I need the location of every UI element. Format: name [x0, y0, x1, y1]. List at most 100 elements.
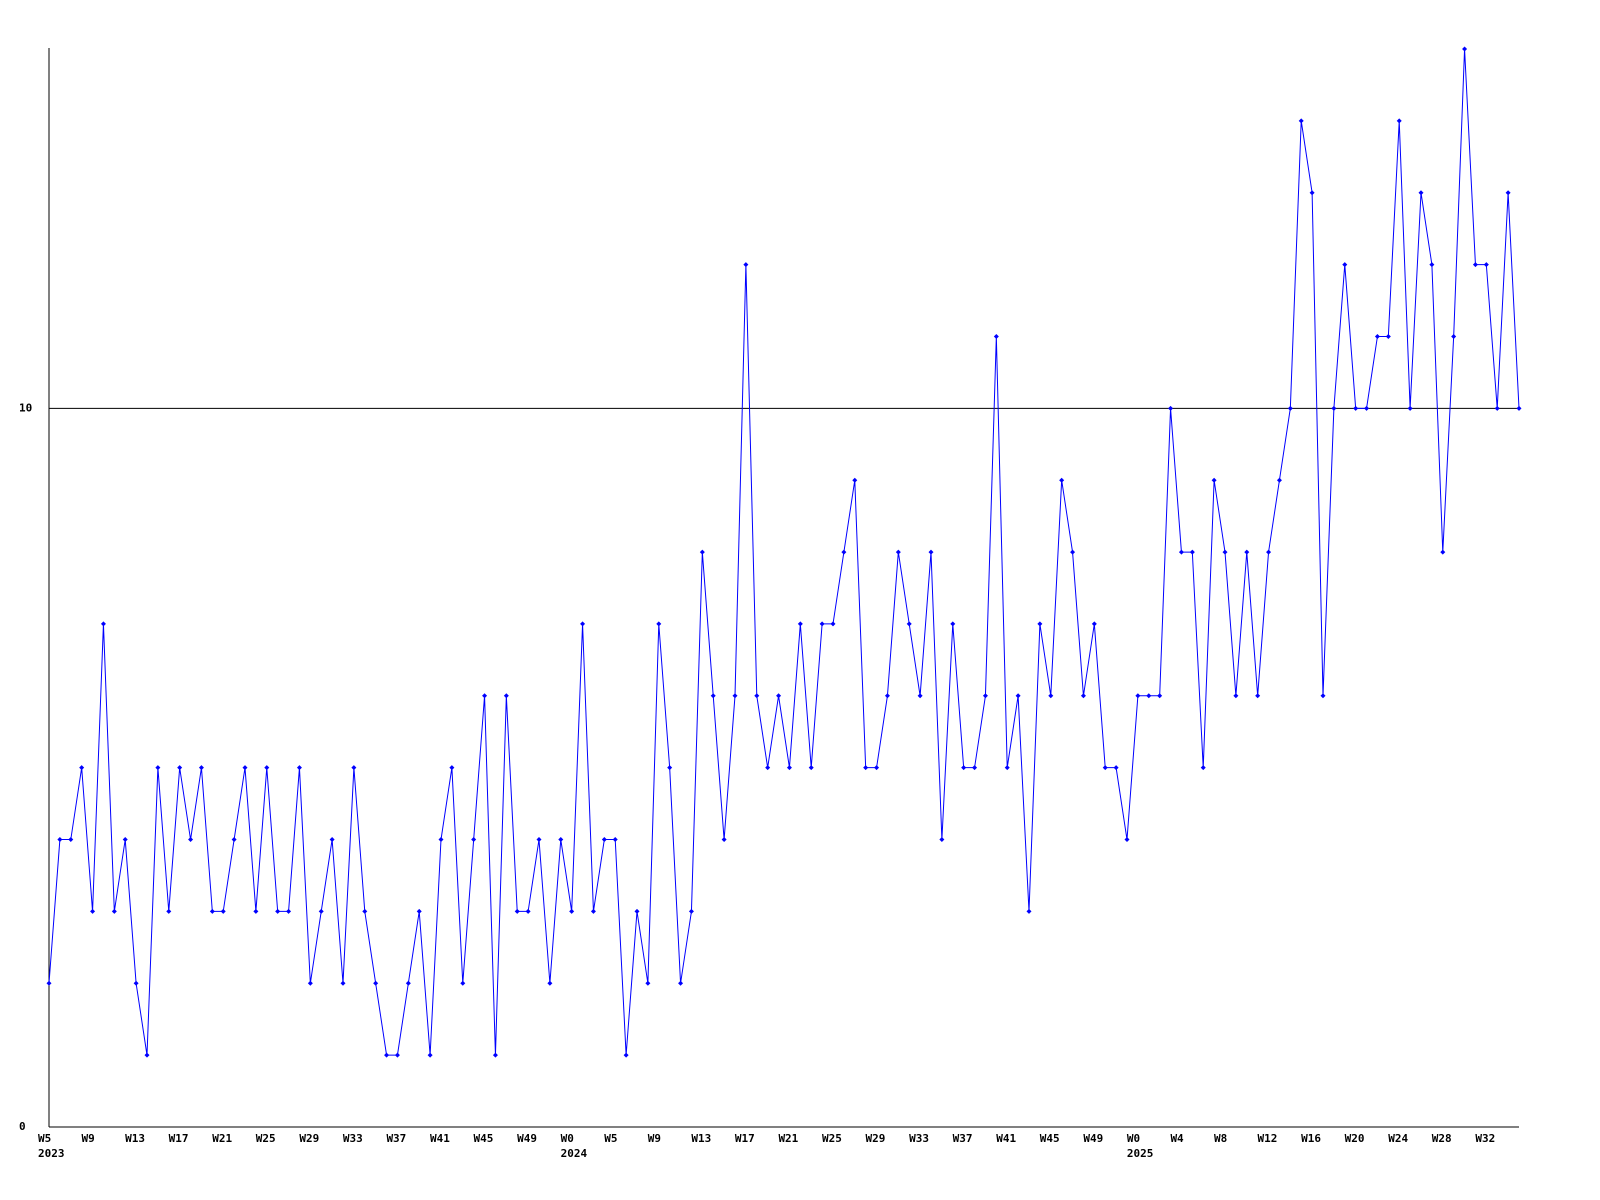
- point-marker: [928, 549, 934, 555]
- x-tick-label: W21: [212, 1132, 232, 1145]
- x-tick-label: W24: [1388, 1132, 1408, 1145]
- point-marker: [830, 621, 836, 627]
- point-marker: [895, 549, 901, 555]
- point-marker: [645, 980, 651, 986]
- point-marker: [460, 980, 466, 986]
- point-marker: [449, 765, 455, 771]
- point-marker: [198, 765, 204, 771]
- point-marker: [667, 765, 673, 771]
- point-marker: [939, 837, 945, 843]
- point-marker: [1342, 262, 1348, 268]
- point-marker: [57, 837, 63, 843]
- point-marker: [1113, 765, 1119, 771]
- point-marker: [1080, 693, 1086, 699]
- point-marker: [242, 765, 248, 771]
- point-marker: [90, 908, 96, 914]
- point-marker: [547, 980, 553, 986]
- point-marker: [1102, 765, 1108, 771]
- x-tick-label: W45: [1040, 1132, 1060, 1145]
- point-marker: [405, 980, 411, 986]
- point-marker: [721, 837, 727, 843]
- point-marker: [231, 837, 237, 843]
- point-marker: [1059, 477, 1065, 483]
- point-marker: [373, 980, 379, 986]
- point-marker: [797, 621, 803, 627]
- point-marker: [1004, 765, 1010, 771]
- series-line: [48, 48, 1520, 1056]
- point-marker: [841, 549, 847, 555]
- point-marker: [416, 908, 422, 914]
- x-tick-label: W13: [691, 1132, 711, 1145]
- x-tick-label: W37: [386, 1132, 406, 1145]
- point-marker: [906, 621, 912, 627]
- x-tick-label: W28: [1432, 1132, 1452, 1145]
- point-marker: [950, 621, 956, 627]
- x-tick-label: W5: [38, 1132, 51, 1145]
- x-tick-label: W25: [822, 1132, 842, 1145]
- point-marker: [1266, 549, 1272, 555]
- point-marker: [384, 1052, 390, 1058]
- x-tick-label: W33: [343, 1132, 363, 1145]
- x-tick-label: W33: [909, 1132, 929, 1145]
- point-marker: [678, 980, 684, 986]
- point-marker: [601, 837, 607, 843]
- x-tick-label: W25: [256, 1132, 276, 1145]
- point-marker: [1462, 46, 1468, 52]
- point-marker: [1298, 118, 1304, 124]
- point-marker: [699, 549, 705, 555]
- point-marker: [732, 693, 738, 699]
- x-year-label: 2024: [561, 1147, 588, 1160]
- x-tick-label: W9: [648, 1132, 661, 1145]
- point-marker: [1516, 405, 1522, 411]
- x-year-label: 2023: [38, 1147, 65, 1160]
- point-marker: [961, 765, 967, 771]
- point-marker: [590, 908, 596, 914]
- point-marker: [917, 693, 923, 699]
- x-tick-label: W8: [1214, 1132, 1227, 1145]
- point-marker: [525, 908, 531, 914]
- point-marker: [972, 765, 978, 771]
- point-marker: [68, 837, 74, 843]
- point-marker: [569, 908, 575, 914]
- x-tick-label: W17: [169, 1132, 189, 1145]
- point-marker: [1287, 405, 1293, 411]
- point-marker: [1309, 190, 1315, 196]
- point-marker: [492, 1052, 498, 1058]
- point-marker: [776, 693, 782, 699]
- point-marker: [1211, 477, 1217, 483]
- x-tick-label: W45: [474, 1132, 494, 1145]
- point-marker: [1200, 765, 1206, 771]
- point-marker: [438, 837, 444, 843]
- y-tick-label: 0: [19, 1120, 26, 1133]
- point-marker: [329, 837, 335, 843]
- point-marker: [1091, 621, 1097, 627]
- point-marker: [514, 908, 520, 914]
- point-marker: [79, 765, 85, 771]
- x-tick-label: W41: [430, 1132, 450, 1145]
- x-tick-label: W4: [1170, 1132, 1184, 1145]
- point-marker: [884, 693, 890, 699]
- x-tick-label: W13: [125, 1132, 145, 1145]
- point-marker: [1440, 549, 1446, 555]
- point-marker: [863, 765, 869, 771]
- point-marker: [1364, 405, 1370, 411]
- point-marker: [874, 765, 880, 771]
- x-tick-label: W41: [996, 1132, 1016, 1145]
- point-marker: [1353, 405, 1359, 411]
- point-marker: [296, 765, 302, 771]
- point-marker: [1418, 190, 1424, 196]
- point-marker: [1026, 908, 1032, 914]
- x-tick-label: W16: [1301, 1132, 1321, 1145]
- point-marker: [111, 908, 117, 914]
- point-marker: [394, 1052, 400, 1058]
- point-marker: [1320, 693, 1326, 699]
- point-marker: [1037, 621, 1043, 627]
- point-marker: [155, 765, 161, 771]
- point-marker: [852, 477, 858, 483]
- x-tick-label: W49: [517, 1132, 537, 1145]
- point-marker: [1505, 190, 1511, 196]
- point-marker: [1070, 549, 1076, 555]
- point-marker: [1146, 693, 1152, 699]
- point-marker: [1396, 118, 1402, 124]
- point-marker: [580, 621, 586, 627]
